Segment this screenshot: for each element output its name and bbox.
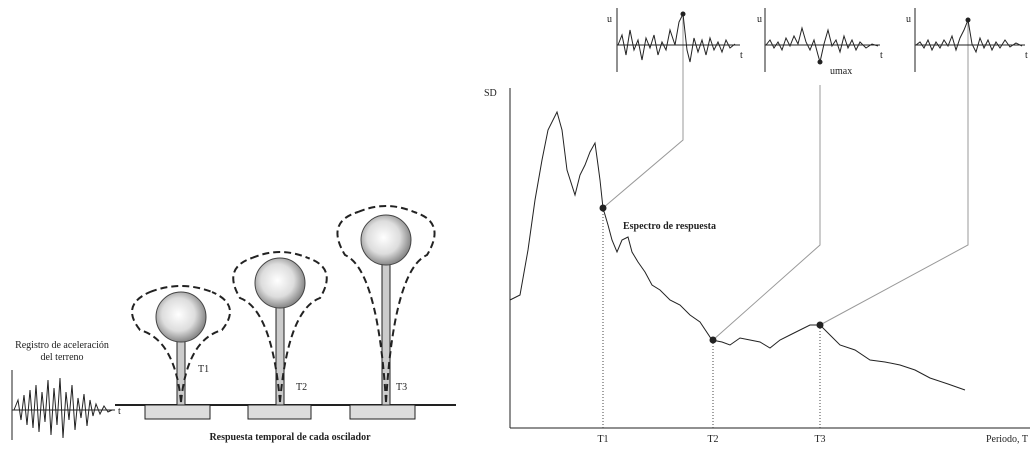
period-label: T1 xyxy=(198,364,209,375)
period-label: T2 xyxy=(296,382,307,393)
peak xyxy=(680,11,686,17)
deformed-shape xyxy=(131,285,231,403)
spectrum-point xyxy=(599,204,607,212)
spectrum: SD Espectro de respuesta T1 T2 T3 Period… xyxy=(484,15,1030,445)
column xyxy=(381,262,391,406)
period-label: T2 xyxy=(707,434,718,445)
spectrum-curve xyxy=(509,110,966,391)
t-label: t xyxy=(880,50,883,61)
mass xyxy=(155,291,207,343)
oscillators: T1 T2 T3 Respuesta temporal de cada osci… xyxy=(115,205,456,443)
ground-record: Registro de aceleración del terreno t xyxy=(11,340,121,440)
period-label: T3 xyxy=(396,382,407,393)
time-label: t xyxy=(118,406,121,417)
column xyxy=(275,305,285,406)
leader-line xyxy=(602,15,684,209)
t-label: t xyxy=(740,50,743,61)
record-label: Registro de aceleración xyxy=(15,340,109,351)
y-label: u xyxy=(906,14,911,25)
leader-line xyxy=(819,20,969,326)
spectrum-point xyxy=(816,321,824,329)
record-label: del terreno xyxy=(40,352,83,363)
period-label: T3 xyxy=(814,434,825,445)
curve-label: Espectro de respuesta xyxy=(623,221,716,232)
foundation xyxy=(349,404,416,420)
y-label: u xyxy=(607,14,612,25)
peak xyxy=(817,59,823,65)
period-label: T1 xyxy=(597,434,608,445)
response-signal xyxy=(765,26,879,63)
responses: u t u t umax u t xyxy=(607,8,1028,77)
x-axis-label: Periodo, T xyxy=(986,434,1028,445)
y-axis-label: SD xyxy=(484,88,497,99)
foundation xyxy=(247,404,312,420)
response-signal xyxy=(915,18,1023,54)
peak-label: umax xyxy=(830,66,852,77)
foundation xyxy=(144,404,211,420)
mass xyxy=(360,214,412,266)
caption: Respuesta temporal de cada oscilador xyxy=(209,432,371,443)
accelerogram xyxy=(13,377,113,439)
peak xyxy=(965,17,971,23)
mass xyxy=(254,257,306,309)
y-label: u xyxy=(757,14,762,25)
leader-line xyxy=(712,85,821,341)
spectrum-point xyxy=(709,336,717,344)
deformed-shape xyxy=(336,205,436,403)
t-label: t xyxy=(1025,50,1028,61)
response-signal xyxy=(617,12,736,63)
deformed-shape xyxy=(232,251,328,403)
